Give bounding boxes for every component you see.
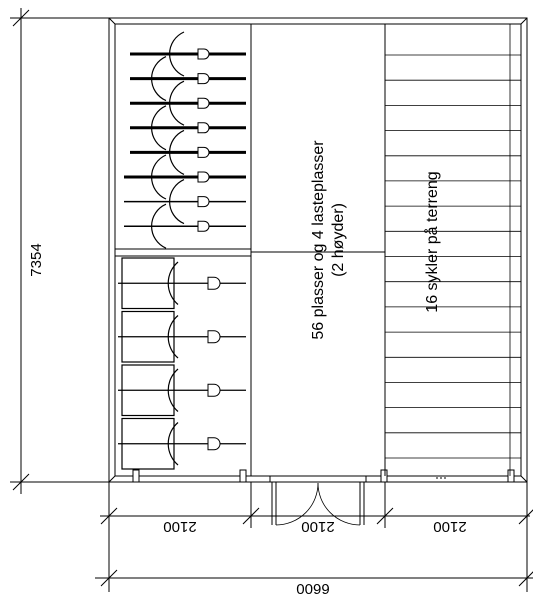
- bike-arc: [168, 80, 185, 126]
- upper-hanging-bike-racks: [124, 31, 246, 249]
- rack-handle: [197, 73, 210, 85]
- rack-handle: [207, 330, 221, 344]
- bike-arc: [150, 105, 167, 151]
- bike-arc: [150, 203, 167, 249]
- rack-handle: [197, 48, 210, 60]
- middle-section-width-dimension: 2100: [301, 518, 334, 535]
- bike-arc: [168, 179, 185, 225]
- rack-handle: [197, 97, 210, 109]
- rack-handle: [197, 196, 210, 208]
- rack-handle: [207, 437, 221, 451]
- rack-handle: [207, 383, 221, 397]
- double-door: [269, 475, 367, 526]
- overall-height-dimension: 7354: [28, 243, 45, 276]
- bike-arc: [150, 56, 167, 102]
- middle-section-label-line1: 56 plasser og 4 lasteplasser: [310, 140, 327, 340]
- interior-partitions: [115, 24, 386, 476]
- dimension-lines: [10, 8, 533, 592]
- lower-bike-racks-with-boxes: [118, 257, 246, 470]
- right-section-width-dimension: 2100: [433, 518, 466, 535]
- right-section-label: 16 sykler på terreng: [423, 171, 441, 312]
- bike-arc: [168, 129, 185, 175]
- rack-handle: [197, 220, 210, 232]
- bike-arc: [150, 154, 167, 200]
- middle-section-label-line2: (2 høyder): [330, 203, 347, 277]
- left-section-width-dimension: 2100: [163, 518, 196, 535]
- bike-arc: [168, 31, 185, 77]
- rack-handle: [197, 171, 210, 183]
- overall-width-dimension: 6600: [296, 580, 329, 594]
- rack-handle: [207, 276, 221, 290]
- rack-handle: [197, 146, 210, 158]
- rack-handle: [197, 122, 210, 134]
- right-bike-stall-grid: [385, 24, 521, 476]
